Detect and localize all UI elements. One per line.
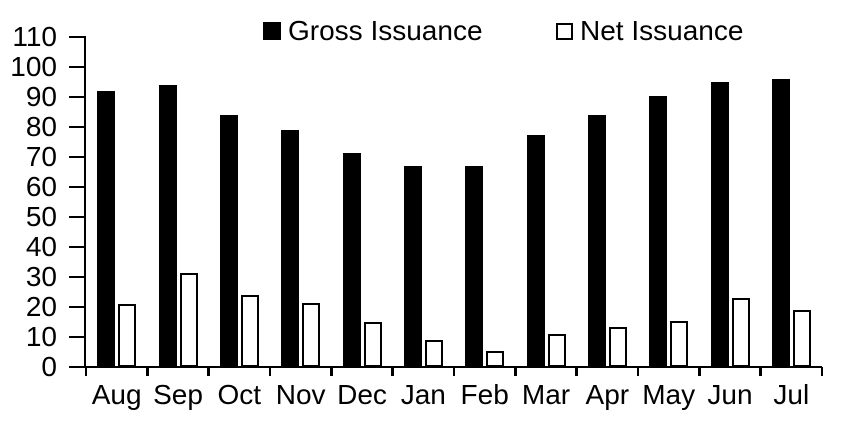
chart-legend: Gross Issuance Net Issuance xyxy=(0,0,852,52)
bar-gross-issuance-jan xyxy=(403,166,422,367)
bar-net-issuance-jan xyxy=(424,340,443,367)
y-axis-line xyxy=(83,35,86,369)
x-axis-boundary-tick xyxy=(84,367,88,376)
bar-net-issuance-nov xyxy=(302,302,321,367)
legend-swatch-net-issuance xyxy=(556,22,573,40)
y-axis-tick xyxy=(69,275,86,279)
x-axis-boundary-tick xyxy=(391,367,394,376)
y-axis-label: 30 xyxy=(25,261,57,292)
x-axis-label: Mar xyxy=(521,379,571,410)
y-axis-tick xyxy=(69,335,86,339)
x-axis-label: Oct xyxy=(217,379,262,410)
bar-gross-issuance-mar xyxy=(526,134,545,367)
y-axis-label: 90 xyxy=(25,81,57,112)
y-axis-tick xyxy=(69,95,86,99)
bar-net-issuance-mar xyxy=(547,334,566,367)
x-axis-boundary-tick xyxy=(146,367,149,376)
x-axis-boundary-tick xyxy=(514,367,517,376)
y-axis-tick xyxy=(69,155,86,159)
y-axis-label: 40 xyxy=(25,231,57,262)
y-axis-tick xyxy=(69,215,86,219)
y-axis-label: 20 xyxy=(25,291,57,322)
y-axis-tick xyxy=(69,185,86,189)
bar-gross-issuance-jun xyxy=(710,82,729,367)
x-axis-boundary-tick xyxy=(636,367,640,376)
x-axis-label: Aug xyxy=(91,379,142,410)
bar-gross-issuance-may xyxy=(649,95,668,367)
bar-gross-issuance-sep xyxy=(158,85,177,367)
bar-net-issuance-apr xyxy=(608,326,627,367)
legend-item-net-issuance: Net Issuance xyxy=(556,13,743,49)
x-axis-boundary-tick xyxy=(759,367,762,376)
bar-net-issuance-dec xyxy=(363,322,382,367)
y-axis-label: 10 xyxy=(25,321,57,352)
bar-net-issuance-may xyxy=(670,320,689,367)
y-axis-tick xyxy=(69,35,86,39)
bar-net-issuance-jun xyxy=(731,298,750,367)
bar-net-issuance-jul xyxy=(792,310,811,367)
y-axis-tick xyxy=(69,125,86,129)
x-axis-boundary-tick xyxy=(575,367,578,376)
bar-net-issuance-oct xyxy=(240,295,259,367)
x-axis-label: Sep xyxy=(153,379,203,410)
y-axis-label: 50 xyxy=(25,201,57,232)
x-axis-label: Jun xyxy=(707,379,753,410)
x-axis-boundary-tick xyxy=(698,367,701,376)
x-axis-label: Feb xyxy=(460,379,509,410)
bar-gross-issuance-dec xyxy=(342,152,361,367)
x-axis-label: Dec xyxy=(337,379,387,410)
legend-swatch-gross-issuance xyxy=(263,22,281,40)
bar-net-issuance-sep xyxy=(179,272,198,367)
y-axis-label: 70 xyxy=(25,141,57,172)
x-axis-line xyxy=(83,365,822,369)
bar-gross-issuance-aug xyxy=(97,91,116,367)
y-axis-tick xyxy=(69,245,86,249)
x-axis-label: May xyxy=(642,379,696,410)
x-axis-label: Nov xyxy=(275,379,326,410)
bar-gross-issuance-apr xyxy=(587,115,606,367)
y-axis-label: 80 xyxy=(25,111,57,142)
x-axis-boundary-tick xyxy=(330,367,333,376)
x-axis-boundary-tick xyxy=(268,367,272,376)
x-axis-boundary-tick xyxy=(207,367,210,376)
y-axis-tick xyxy=(69,305,86,309)
y-axis-label: 110 xyxy=(12,21,57,52)
x-axis-boundary-tick xyxy=(820,367,824,376)
y-axis-tick xyxy=(69,65,86,69)
y-axis-label: 60 xyxy=(25,171,57,202)
legend-label-gross-issuance: Gross Issuance xyxy=(288,15,483,46)
x-axis-label: Apr xyxy=(585,379,630,410)
x-axis-label: Jan xyxy=(400,379,446,410)
bar-gross-issuance-jul xyxy=(771,79,790,367)
x-axis-boundary-tick xyxy=(452,367,456,376)
legend-item-gross-issuance: Gross Issuance xyxy=(263,13,483,49)
bar-gross-issuance-feb xyxy=(465,166,484,367)
x-axis-label: Jul xyxy=(773,379,810,410)
bar-gross-issuance-oct xyxy=(219,115,238,367)
y-axis-tick xyxy=(69,365,86,369)
y-axis-label: 0 xyxy=(41,351,57,382)
bar-gross-issuance-nov xyxy=(281,130,300,367)
bar-net-issuance-aug xyxy=(118,304,137,367)
bar-net-issuance-feb xyxy=(486,350,505,367)
y-axis-label: 100 xyxy=(10,51,57,82)
legend-label-net-issuance: Net Issuance xyxy=(580,15,744,46)
